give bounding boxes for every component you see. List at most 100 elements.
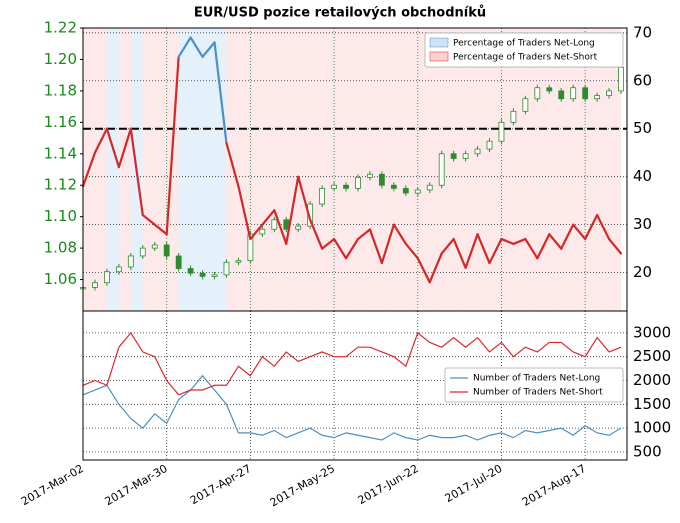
x-tick-label: 2017-May-25: [268, 462, 337, 510]
side-band: [106, 28, 119, 311]
candle: [558, 90, 565, 100]
side-band: [513, 28, 526, 311]
candle: [498, 121, 505, 142]
legend-swatch: [429, 51, 449, 62]
candle: [295, 225, 302, 230]
side-band: [573, 28, 586, 311]
y-tick-label: 1.06: [44, 270, 77, 288]
y-tick-label: 500: [633, 442, 662, 460]
candle: [390, 184, 397, 189]
candle: [271, 219, 278, 230]
y2-tick-label: 40: [633, 167, 652, 185]
ratio-segment: [344, 237, 360, 260]
side-band: [525, 28, 538, 311]
side-band: [142, 28, 155, 311]
candle: [331, 184, 337, 189]
x-tick-label: 2017-Jun-22: [356, 462, 421, 507]
y-tick-label: 1000: [633, 419, 671, 437]
y-tick-label: 1500: [633, 395, 671, 413]
side-band: [202, 28, 215, 311]
candle: [462, 153, 469, 159]
ratio-segment: [261, 209, 276, 226]
side-band: [381, 28, 394, 311]
y-tick-label: 1.16: [44, 113, 77, 131]
side-band: [441, 28, 454, 311]
ratio-segment: [165, 55, 180, 236]
ratio-segment: [117, 127, 132, 169]
candle: [151, 244, 158, 249]
side-band: [585, 28, 598, 311]
legend-label: Number of Traders Net-Long: [473, 374, 600, 384]
ratio-segment: [189, 36, 204, 58]
ratio-segment: [249, 223, 264, 241]
side-band: [405, 28, 418, 311]
candle: [474, 148, 481, 155]
side-band: [118, 28, 131, 311]
side-band: [357, 28, 370, 311]
y-tick-label: 1.18: [44, 81, 77, 99]
y2-tick-label: 70: [633, 23, 652, 41]
side-band: [501, 28, 514, 311]
ratio-segment: [380, 223, 395, 265]
legend-swatch: [429, 37, 449, 48]
ratio-segment: [129, 127, 144, 217]
y-tick-label: 1.10: [44, 207, 77, 225]
ratio-segment: [368, 228, 384, 265]
legend-label: Percentage of Traders Net-Short: [453, 53, 598, 63]
side-band: [214, 28, 227, 311]
ratio-segment: [321, 237, 336, 250]
ratio-segment: [512, 237, 527, 245]
side-band: [549, 28, 562, 311]
ratio-segment: [596, 213, 611, 241]
ratio-segment: [476, 233, 491, 265]
candle: [319, 187, 326, 205]
ratio-segment: [332, 237, 348, 260]
legend-label: Percentage of Traders Net-Long: [453, 39, 595, 49]
ratio-segment: [440, 237, 455, 255]
side-band: [393, 28, 406, 311]
ratio-segment: [141, 213, 156, 226]
candle: [450, 153, 457, 159]
candle: [582, 87, 589, 100]
candle: [546, 87, 553, 92]
side-band: [477, 28, 490, 311]
side-band: [465, 28, 478, 311]
side-band: [310, 28, 323, 311]
ratio-segment: [177, 36, 192, 58]
candle: [570, 87, 577, 100]
ratio-segment: [607, 237, 623, 255]
candle: [618, 66, 624, 92]
candle: [594, 95, 601, 100]
side-band: [346, 28, 358, 311]
y2-tick-label: 50: [633, 119, 652, 137]
side-band: [298, 28, 311, 311]
legend-box: [444, 367, 624, 403]
side-band: [94, 28, 107, 311]
ratio-segment: [464, 233, 479, 269]
ratio-segment: [297, 175, 312, 221]
ratio-segment: [404, 242, 419, 260]
y-tick-label: 1.20: [44, 50, 77, 68]
candle: [438, 153, 445, 186]
candle: [139, 247, 146, 257]
ratio-segment: [201, 41, 216, 58]
side-band: [274, 28, 287, 311]
y-tick-label: 2000: [633, 371, 671, 389]
candle: [127, 255, 134, 268]
y-tick-label: 1.14: [44, 144, 77, 162]
ratio-segment: [572, 223, 587, 241]
ratio-segment: [273, 209, 288, 245]
candle: [606, 90, 612, 97]
candle: [402, 187, 409, 194]
candle: [211, 274, 218, 277]
side-band: [334, 28, 347, 311]
candle: [199, 272, 206, 277]
side-band: [178, 28, 191, 311]
candle: [259, 228, 266, 235]
side-band: [226, 28, 239, 311]
ratio-segment: [93, 127, 109, 154]
ratio-segment: [428, 252, 443, 284]
side-band: [238, 28, 251, 311]
side-band: [286, 28, 299, 311]
